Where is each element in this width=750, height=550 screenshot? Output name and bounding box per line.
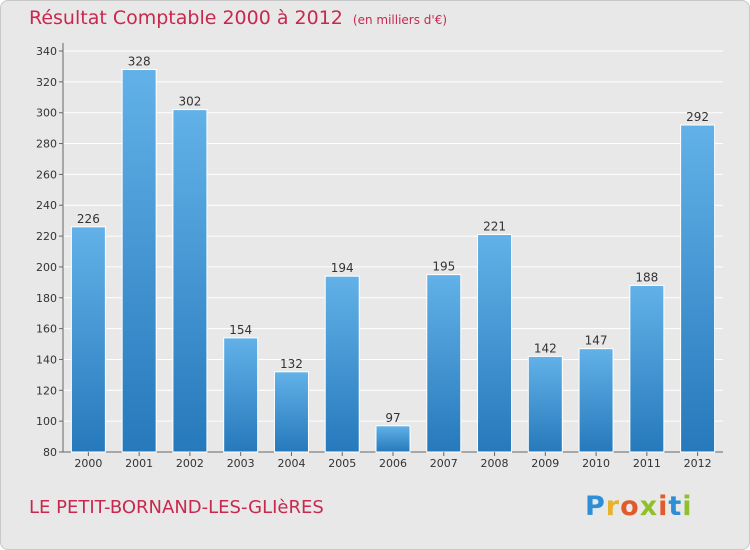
data-label-2011: 188 bbox=[635, 270, 658, 284]
logo-letter: i bbox=[682, 491, 693, 522]
x-tick-label-2003: 2003 bbox=[227, 457, 255, 470]
logo-letter: x bbox=[639, 491, 659, 522]
y-tick-label: 280 bbox=[36, 138, 57, 151]
bar-2006 bbox=[375, 425, 411, 453]
x-tick-label-2009: 2009 bbox=[531, 457, 559, 470]
bar-2002 bbox=[172, 109, 208, 453]
data-label-2002: 302 bbox=[178, 95, 201, 109]
y-tick-label: 300 bbox=[36, 107, 57, 120]
y-tick-label: 220 bbox=[36, 230, 57, 243]
bar-2012 bbox=[680, 124, 716, 453]
y-tick-label: 200 bbox=[36, 261, 57, 274]
bar-2000 bbox=[70, 226, 106, 453]
data-label-2008: 221 bbox=[483, 220, 506, 234]
logo-letter: t bbox=[668, 491, 683, 522]
y-tick-label: 260 bbox=[36, 168, 57, 181]
bar-2007 bbox=[426, 274, 462, 453]
bar-2008 bbox=[477, 234, 513, 453]
x-tick-label-2004: 2004 bbox=[277, 457, 305, 470]
bar-2010 bbox=[578, 348, 614, 453]
logo-letter: P bbox=[585, 491, 606, 522]
data-label-2009: 142 bbox=[534, 341, 557, 355]
proxiti-logo[interactable]: Proxiti bbox=[585, 491, 693, 522]
data-label-2010: 147 bbox=[585, 334, 608, 348]
y-tick-label: 160 bbox=[36, 323, 57, 336]
x-tick-label-2007: 2007 bbox=[430, 457, 458, 470]
x-tick-label-2008: 2008 bbox=[481, 457, 509, 470]
chart-title: Résultat Comptable 2000 à 2012 (en millie… bbox=[29, 7, 447, 29]
data-label-2007: 195 bbox=[432, 260, 455, 274]
chart-subtitle: (en milliers d'€) bbox=[352, 13, 448, 27]
bar-2009 bbox=[527, 355, 563, 453]
logo-letter: r bbox=[605, 491, 621, 522]
y-tick-label: 180 bbox=[36, 292, 57, 305]
y-tick-label: 240 bbox=[36, 199, 57, 212]
y-tick-label: 80 bbox=[43, 446, 57, 459]
data-label-2001: 328 bbox=[128, 55, 151, 69]
x-tick-label-2000: 2000 bbox=[74, 457, 102, 470]
bar-2005 bbox=[324, 275, 360, 453]
data-label-2004: 132 bbox=[280, 357, 303, 371]
x-tick-label-2011: 2011 bbox=[633, 457, 661, 470]
y-tick-label: 340 bbox=[36, 45, 57, 58]
x-tick-label-2005: 2005 bbox=[328, 457, 356, 470]
bar-2003 bbox=[223, 337, 259, 453]
data-label-2005: 194 bbox=[331, 261, 354, 275]
data-label-2000: 226 bbox=[77, 212, 100, 226]
y-tick-label: 100 bbox=[36, 415, 57, 428]
bar-2011 bbox=[629, 284, 665, 453]
logo-letter: i bbox=[658, 491, 669, 522]
x-tick-label-2012: 2012 bbox=[684, 457, 712, 470]
x-tick-label-2006: 2006 bbox=[379, 457, 407, 470]
bar-2004 bbox=[273, 371, 309, 453]
x-tick-label-2002: 2002 bbox=[176, 457, 204, 470]
data-label-2003: 154 bbox=[229, 323, 252, 337]
y-tick-label: 320 bbox=[36, 76, 57, 89]
data-label-2012: 292 bbox=[686, 110, 709, 124]
x-axis-labels: 2000 2001 2002 2003 2004 2005 2006 2007 2008 2009… bbox=[74, 452, 712, 470]
grid-lines bbox=[63, 43, 723, 453]
y-tick-label: 120 bbox=[36, 384, 57, 397]
chart-title-text: Résultat Comptable 2000 à 2012 bbox=[29, 7, 343, 29]
x-tick-label-2010: 2010 bbox=[582, 457, 610, 470]
bars: 226 328 302 154 132 194 97 195 221 142 147 188 292 bbox=[70, 55, 716, 453]
data-label-2006: 97 bbox=[385, 411, 400, 425]
logo-letter: o bbox=[620, 491, 640, 522]
place-name: LE PETIT-BORNAND-LES-GLIèRES bbox=[29, 497, 324, 518]
y-tick-label: 140 bbox=[36, 353, 57, 366]
bar-2001 bbox=[121, 69, 157, 453]
x-tick-label-2001: 2001 bbox=[125, 457, 153, 470]
